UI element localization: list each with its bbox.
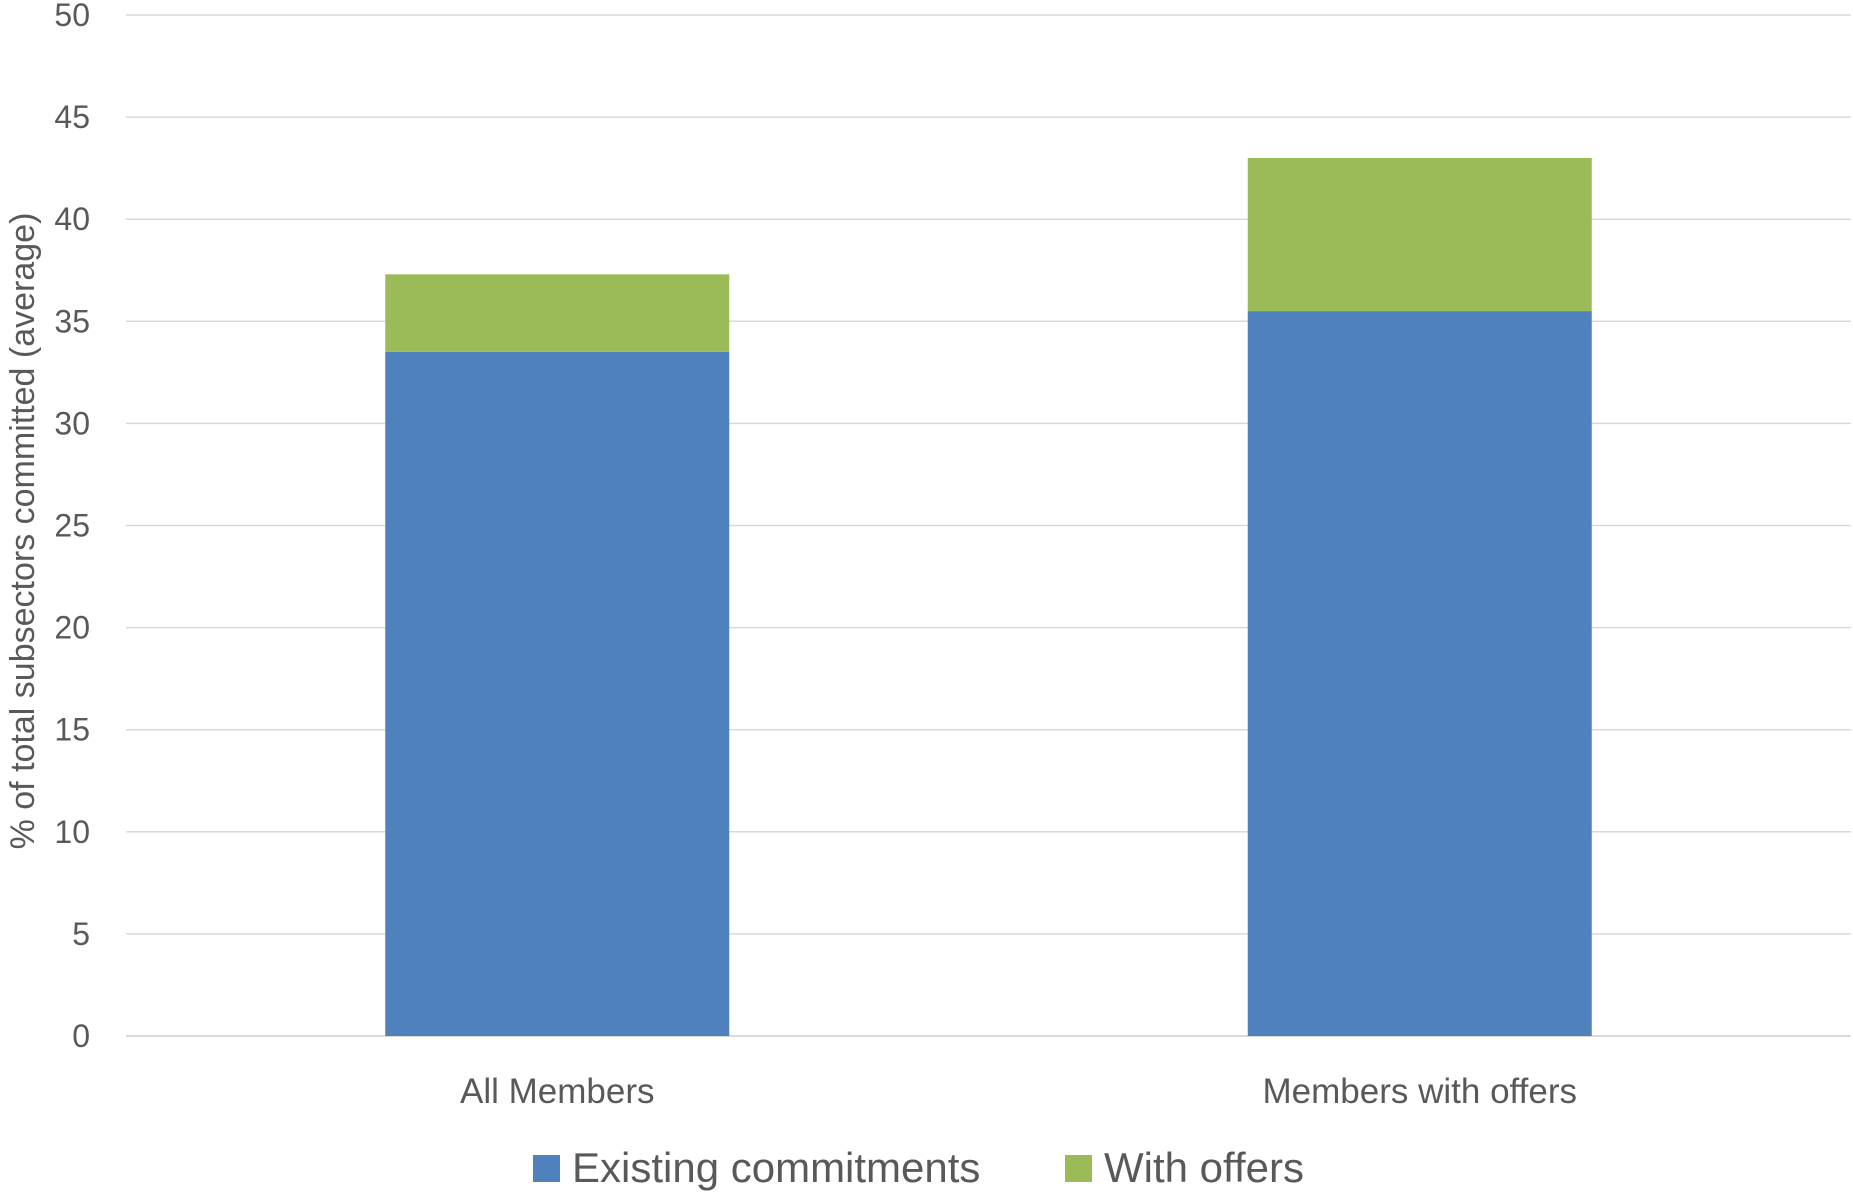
- x-axis-categories: All Members Members with offers: [460, 1072, 1577, 1111]
- bar-segment: [1247, 311, 1592, 1037]
- bar-segment: [1247, 157, 1592, 312]
- bar-segment: [385, 351, 730, 1036]
- legend-label: With offers: [1104, 1144, 1304, 1191]
- y-tick-label: 50: [54, 0, 90, 33]
- y-tick-label: 5: [72, 916, 90, 952]
- y-tick-label: 35: [54, 303, 90, 339]
- y-tick-label: 15: [54, 712, 90, 748]
- y-tick-label: 0: [72, 1018, 90, 1054]
- y-tick-label: 30: [54, 405, 90, 441]
- gridlines: [126, 14, 1851, 1037]
- bars: [385, 157, 1592, 1037]
- y-tick-label: 40: [54, 201, 90, 237]
- y-axis-ticks: 0 5 10 15 20 25 30 35 40 45 50: [54, 0, 90, 1054]
- legend-swatch: [1065, 1155, 1092, 1182]
- x-category-label: Members with offers: [1263, 1072, 1577, 1111]
- y-tick-label: 20: [54, 610, 90, 646]
- y-tick-label: 10: [54, 814, 90, 850]
- x-category-label: All Members: [460, 1072, 654, 1111]
- legend-label: Existing commitments: [572, 1144, 980, 1191]
- y-axis-title: % of total subsectors committed (average…: [4, 213, 42, 850]
- y-tick-label: 45: [54, 99, 90, 135]
- y-tick-label: 25: [54, 508, 90, 544]
- bar-segment: [385, 274, 730, 352]
- legend-swatch: [533, 1155, 560, 1182]
- legend: Existing commitments With offers: [533, 1144, 1304, 1191]
